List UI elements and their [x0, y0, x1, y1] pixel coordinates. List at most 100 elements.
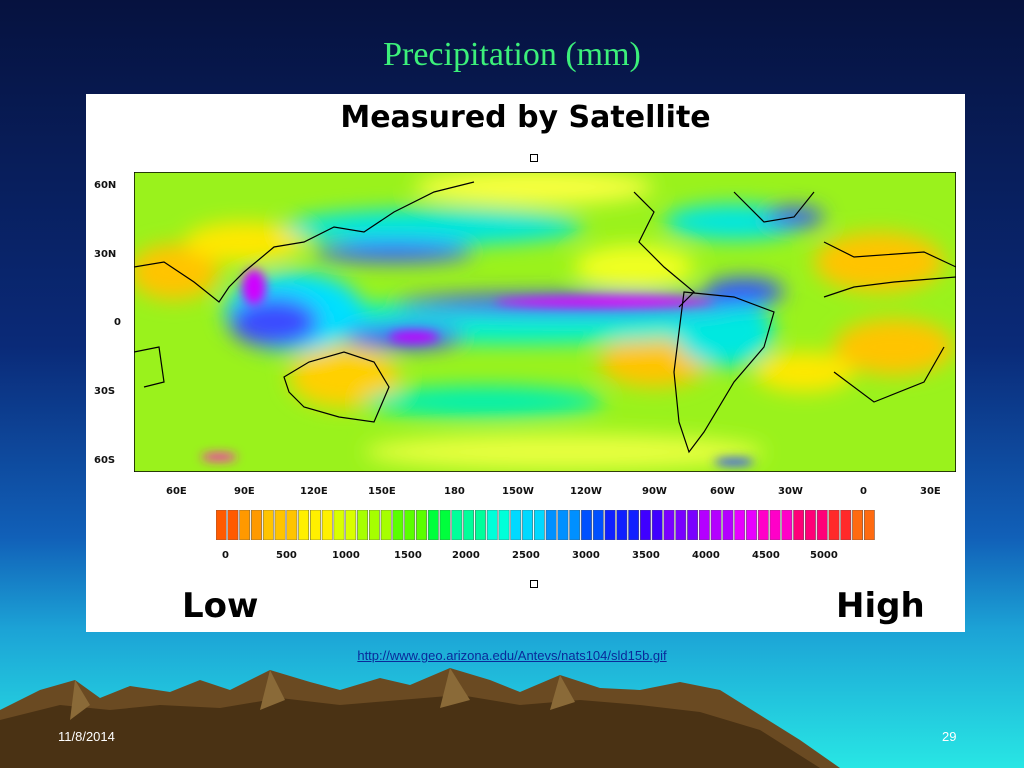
marker-top [530, 154, 538, 162]
colorbar-swatch [640, 510, 651, 540]
colorbar-swatch [475, 510, 486, 540]
colorbar-swatch [216, 510, 227, 540]
coastlines [134, 181, 956, 454]
colorbar-swatch [427, 510, 439, 540]
lon-label-0: 0 [860, 486, 867, 497]
colorbar-swatch [298, 510, 310, 540]
lon-label-60e: 60E [166, 486, 187, 497]
colorbar-swatch [486, 510, 498, 540]
colorbar-swatch [451, 510, 463, 540]
lon-label-120w: 120W [570, 486, 602, 497]
colorbar-swatch [710, 510, 722, 540]
lon-label-120e: 120E [300, 486, 328, 497]
scale-label-0: 0 [222, 550, 229, 561]
colorbar-swatch [416, 510, 427, 540]
lon-label-150w: 150W [502, 486, 534, 497]
lat-label-30s: 30S [94, 386, 116, 397]
colorbar-swatch [404, 510, 416, 540]
colorbar-swatch [592, 510, 604, 540]
colorbar-swatch [651, 510, 663, 540]
scale-label-3500: 3500 [632, 550, 660, 561]
colorbar-swatch [557, 510, 569, 540]
figure-title: Measured by Satellite [340, 100, 711, 135]
colorbar-swatch [816, 510, 828, 540]
colorbar-swatch [852, 510, 863, 540]
colorbar-swatch [498, 510, 510, 540]
colorbar-swatch [863, 510, 875, 540]
scale-label-4500: 4500 [752, 550, 780, 561]
colorbar-swatch [746, 510, 757, 540]
colorbar-swatch [239, 510, 251, 540]
lon-label-180: 180 [444, 486, 465, 497]
colorbar [216, 510, 875, 540]
scale-label-5000: 5000 [810, 550, 838, 561]
scale-label-2000: 2000 [452, 550, 480, 561]
page-number: 29 [942, 729, 957, 744]
mountain-range [0, 668, 840, 768]
colorbar-swatch [840, 510, 852, 540]
lon-label-30e: 30E [920, 486, 941, 497]
colorbar-swatch [392, 510, 404, 540]
colorbar-swatch [687, 510, 698, 540]
colorbar-swatch [345, 510, 357, 540]
colorbar-swatch [522, 510, 533, 540]
colorbar-swatch [357, 510, 368, 540]
colorbar-swatch [781, 510, 793, 540]
colorbar-swatch [333, 510, 345, 540]
colorbar-swatch [286, 510, 298, 540]
colorbar-swatch [227, 510, 239, 540]
lon-label-90e: 90E [234, 486, 255, 497]
colorbar-swatch [698, 510, 710, 540]
lon-label-90w: 90W [642, 486, 667, 497]
colorbar-swatch [368, 510, 380, 540]
colorbar-swatch [722, 510, 734, 540]
colorbar-swatch [828, 510, 840, 540]
colorbar-swatch [510, 510, 522, 540]
colorbar-swatch [439, 510, 451, 540]
lat-label-0: 0 [114, 317, 121, 328]
colorbar-swatch [533, 510, 545, 540]
colorbar-swatch [581, 510, 592, 540]
scale-label-3000: 3000 [572, 550, 600, 561]
source-link[interactable]: http://www.geo.arizona.edu/Antevs/nats10… [357, 648, 667, 663]
colorbar-swatch [769, 510, 781, 540]
lon-label-60w: 60W [710, 486, 735, 497]
colorbar-swatch [604, 510, 616, 540]
colorbar-swatch [757, 510, 769, 540]
precipitation-figure: Measured by Satellite 60N 30N 0 30S 60S [86, 94, 965, 632]
lon-label-30w: 30W [778, 486, 803, 497]
colorbar-swatch [251, 510, 262, 540]
scale-label-2500: 2500 [512, 550, 540, 561]
lon-label-150e: 150E [368, 486, 396, 497]
precip-maxima [201, 269, 754, 466]
colorbar-swatch [569, 510, 581, 540]
mountain-shadow [0, 695, 820, 768]
marker-bottom [530, 580, 538, 588]
colorbar-swatch [793, 510, 805, 540]
scale-label-500: 500 [276, 550, 297, 561]
precipitation-map [134, 172, 956, 472]
colorbar-swatch [463, 510, 475, 540]
colorbar-swatch [663, 510, 675, 540]
colorbar-swatch [262, 510, 274, 540]
colorbar-swatch [380, 510, 392, 540]
slide-date: 11/8/2014 [58, 729, 115, 744]
slide-title: Precipitation (mm) [383, 36, 641, 73]
colorbar-swatch [616, 510, 628, 540]
colorbar-swatch [321, 510, 333, 540]
colorbar-swatch [545, 510, 557, 540]
lat-label-30n: 30N [94, 249, 117, 260]
lat-label-60n: 60N [94, 180, 117, 191]
mountain-highlight [70, 668, 575, 720]
colorbar-swatch [274, 510, 286, 540]
colorbar-swatch [675, 510, 687, 540]
high-label: High [836, 586, 925, 626]
colorbar-swatch [734, 510, 746, 540]
lat-label-60s: 60S [94, 455, 116, 466]
low-label: Low [182, 586, 259, 626]
colorbar-swatch [628, 510, 640, 540]
colorbar-swatch [805, 510, 816, 540]
colorbar-swatch [310, 510, 321, 540]
precip-field [134, 172, 954, 470]
scale-label-4000: 4000 [692, 550, 720, 561]
